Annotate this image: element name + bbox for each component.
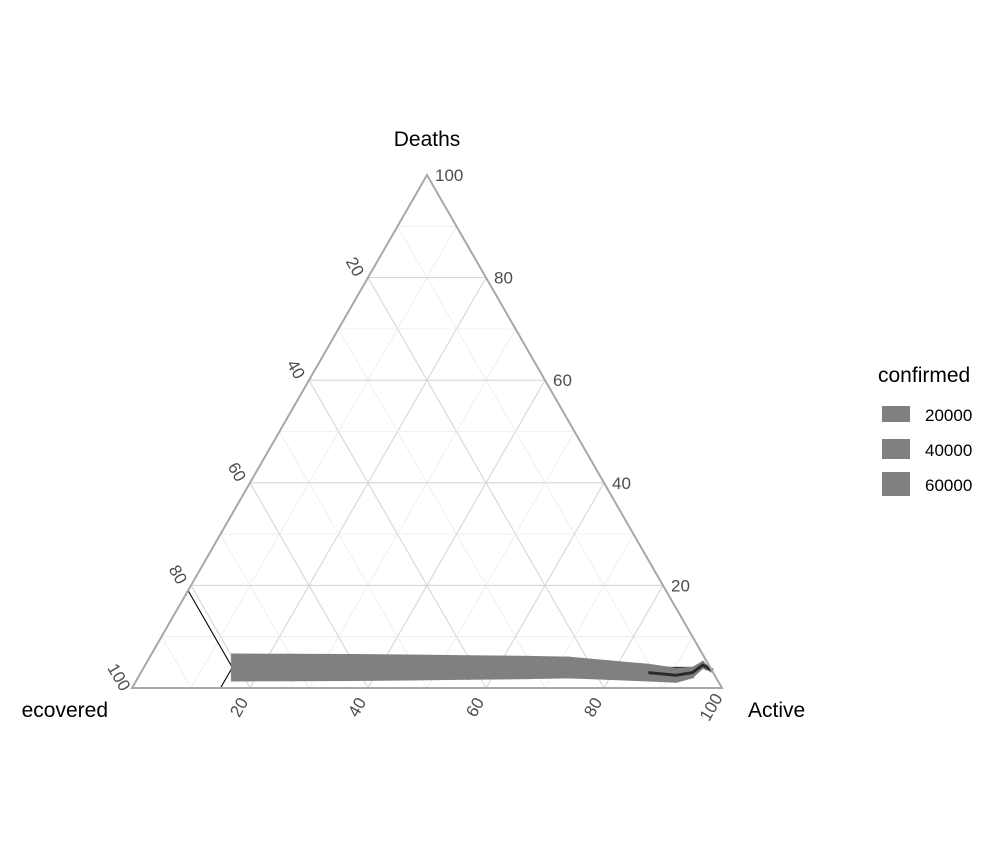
data-point-7: [606, 660, 610, 680]
chart-grid: [161, 225, 693, 689]
triangle-frame: [130, 172, 724, 689]
legend-swatch-3: [882, 472, 910, 496]
legend-label-1: 20000: [925, 406, 972, 425]
legend-swatch-1: [882, 406, 910, 422]
tick-recovered-100: 100: [103, 660, 134, 694]
grid-line-recovered: [249, 482, 369, 689]
grid-line-active: [485, 482, 605, 689]
tick-labels: 20 40 60 80 100 20 40 60 80 100 20 40 60 80 100: [103, 166, 726, 724]
tick-recovered-40: 40: [283, 357, 309, 383]
reference-line-1: [187, 590, 233, 668]
data-point-2: [348, 653, 352, 681]
data-point-4: [466, 655, 470, 680]
data-band: [232, 653, 712, 683]
axis-title-right: Active: [748, 699, 805, 722]
data-series: [230, 653, 714, 683]
grid-line-recovered: [279, 431, 428, 689]
legend-label-2: 40000: [925, 441, 972, 460]
data-point-6: [567, 656, 571, 679]
axis-title-top: Deaths: [394, 128, 461, 151]
tick-deaths-80: 80: [494, 269, 513, 288]
grid-line-recovered: [338, 328, 546, 689]
grid-line-recovered: [161, 636, 192, 689]
legend: confirmed 20000 40000 60000: [878, 364, 972, 496]
axis-title-left: ecovered: [22, 699, 108, 722]
data-point-8: [646, 663, 650, 682]
tick-deaths-40: 40: [612, 474, 631, 493]
grid-line-active: [190, 226, 457, 689]
tick-active-20: 20: [226, 694, 252, 720]
tick-recovered-20: 20: [342, 254, 368, 280]
tick-deaths-60: 60: [553, 371, 572, 390]
reference-line-2: [220, 667, 233, 689]
tick-active-60: 60: [462, 694, 488, 720]
data-path-tail: [648, 663, 713, 677]
data-point-0: [230, 653, 234, 682]
tick-deaths-20: 20: [671, 576, 690, 595]
legend-label-3: 60000: [925, 476, 972, 495]
grid-line-active: [426, 431, 575, 689]
triangle-outline: [130, 172, 724, 689]
tick-active-40: 40: [344, 694, 370, 720]
data-point-5: [525, 655, 529, 680]
tick-recovered-80: 80: [165, 562, 191, 588]
legend-swatch-2: [882, 439, 910, 459]
data-point-3: [407, 654, 411, 681]
grid-line-active: [308, 328, 516, 689]
tick-recovered-60: 60: [224, 459, 250, 485]
grid-line-recovered: [397, 226, 664, 689]
tick-deaths-100: 100: [435, 166, 463, 185]
data-point-1: [289, 653, 293, 682]
tick-active-100: 100: [696, 690, 727, 724]
legend-title: confirmed: [878, 364, 970, 387]
tick-active-80: 80: [580, 694, 606, 720]
